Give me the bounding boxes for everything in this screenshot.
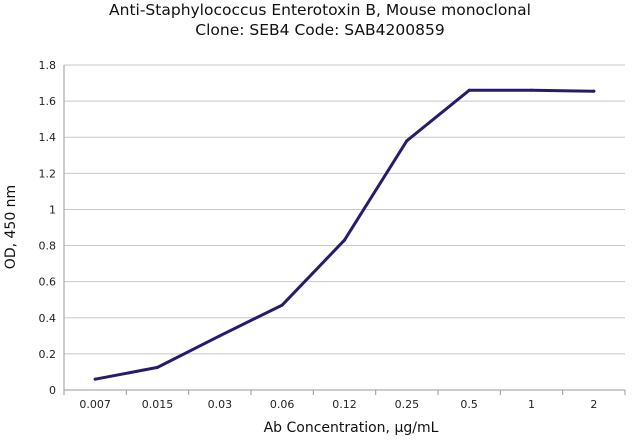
- x-tick-label: 1: [528, 398, 535, 411]
- chart-title: Anti-Staphylococcus Enterotoxin B, Mouse…: [109, 1, 531, 19]
- x-tick-label: 0.007: [79, 398, 111, 411]
- y-axis-label: OD, 450 nm: [3, 185, 19, 269]
- y-tick-labels: 0 0.2 0.4 0.6 0.8 1 1.2 1.4 1.6 1.8: [39, 59, 57, 397]
- x-axis-label: Ab Concentration, µg/mL: [264, 420, 439, 436]
- x-tick-label: 2: [590, 398, 597, 411]
- y-tick-label: 1.2: [39, 167, 57, 180]
- chart-subtitle: Clone: SEB4 Code: SAB4200859: [195, 21, 445, 39]
- data-point: [405, 139, 409, 143]
- y-tick-label: 1.8: [39, 59, 57, 72]
- y-tick-label: 1.4: [39, 131, 57, 144]
- x-tick-label: 0.5: [460, 398, 478, 411]
- data-point: [343, 238, 346, 242]
- data-point: [156, 365, 159, 369]
- x-tick-label: 0.06: [270, 398, 295, 411]
- series: [93, 88, 596, 381]
- data-point: [592, 89, 596, 93]
- y-tick-label: 0.8: [39, 240, 57, 253]
- x-tick-label: 0.12: [332, 398, 357, 411]
- x-tick-labels: 0.007 0.015 0.03 0.06 0.12 0.25 0.5 1 2: [79, 398, 597, 411]
- y-tick-label: 0: [49, 384, 56, 397]
- data-point: [467, 88, 471, 92]
- data-point: [93, 377, 97, 381]
- y-tick-label: 0.4: [39, 312, 57, 325]
- data-point: [530, 88, 533, 92]
- y-tick-label: 0.2: [39, 348, 57, 361]
- series-line: [93, 88, 596, 381]
- y-tick-label: 0.6: [39, 276, 57, 289]
- x-tick-label: 0.25: [395, 398, 420, 411]
- data-point: [218, 334, 222, 338]
- x-tick-label: 0.015: [142, 398, 174, 411]
- axes: [63, 65, 626, 395]
- y-tick-label: 1: [49, 203, 56, 216]
- data-point: [280, 303, 284, 307]
- y-tick-label: 1.6: [39, 95, 57, 108]
- gridlines: [64, 64, 625, 355]
- x-tick-label: 0.03: [208, 398, 233, 411]
